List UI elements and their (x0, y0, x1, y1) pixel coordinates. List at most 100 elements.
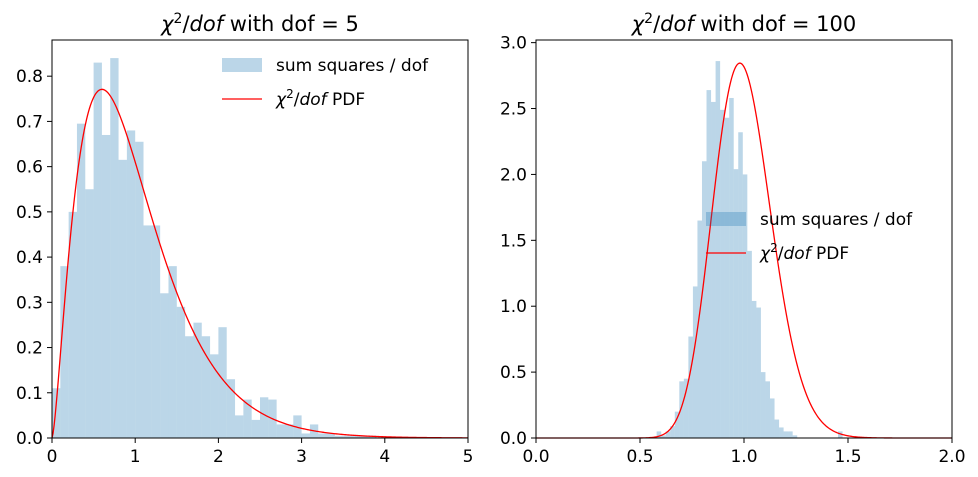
legend: sum squares / dof χ2/dof PDF (706, 210, 913, 264)
histogram-bar (168, 266, 177, 438)
histogram-bar (765, 381, 770, 438)
histogram-bar (715, 61, 721, 439)
y-tick-label: 1.5 (500, 231, 527, 251)
y-tick-label: 0.3 (16, 293, 43, 313)
histogram-bar (674, 411, 680, 438)
y-tick-label: 0.5 (500, 363, 527, 383)
histogram-bar (738, 132, 743, 439)
histogram-bar (343, 435, 352, 438)
histogram-bar (783, 431, 789, 438)
histogram-bar (176, 306, 186, 438)
y-tick-label: 1.0 (500, 297, 527, 317)
histogram-bar (151, 225, 161, 438)
legend-pdf-label: χ2/dof PDF (275, 87, 365, 110)
histogram-bar (101, 134, 111, 438)
histogram-bar (226, 379, 236, 438)
histogram-bar (301, 433, 310, 438)
histogram-bar (76, 123, 86, 438)
histogram-bar (747, 250, 752, 438)
legend: sum squares / dof χ2/dof PDF (222, 56, 429, 110)
histogram-bar (701, 161, 707, 438)
histogram-bar (260, 397, 269, 438)
histogram-bar (733, 169, 739, 438)
x-tick-label: 2 (213, 447, 224, 467)
histogram-bar (218, 327, 227, 438)
histogram-bar (185, 336, 194, 438)
histogram-bar (792, 435, 798, 438)
histogram-bar (683, 378, 689, 438)
histogram-bar (318, 433, 327, 438)
histogram-bar (760, 372, 766, 438)
histogram-bar (720, 109, 725, 438)
histogram-bar (679, 381, 684, 438)
histogram-bar (838, 431, 843, 438)
histogram-bar (688, 336, 693, 438)
y-tick-label: 0.5 (16, 203, 43, 223)
x-tick-label: 1.0 (730, 447, 757, 467)
histogram-bar (706, 90, 712, 438)
histogram-bar (661, 435, 666, 438)
histogram-bar (711, 101, 716, 438)
histogram-bar (788, 431, 793, 438)
histogram-bar (85, 189, 94, 438)
y-tick-label: 2.5 (500, 100, 527, 120)
x-tick-label: 4 (379, 447, 390, 467)
histogram-bar (52, 388, 61, 438)
x-tick-label: 0 (47, 447, 58, 467)
histogram-bar (692, 286, 698, 438)
histogram-bar (93, 62, 102, 438)
histogram-bar (60, 266, 69, 438)
histogram-bar (756, 307, 761, 438)
histogram-bar (774, 419, 780, 438)
histogram-bars (656, 61, 843, 439)
chart-panel-dof-5: 0 1 2 3 4 5 0.0 0.1 0.2 0.3 0.4 0.5 0.6 0.7 0.8 χ2/dof … (16, 11, 473, 467)
histogram-bar (670, 426, 675, 438)
histogram-bar (251, 419, 260, 438)
histogram-bar (697, 220, 702, 438)
axes-frame (51, 39, 469, 439)
x-tick-label: 1.5 (834, 447, 861, 467)
histogram-bars (52, 58, 377, 439)
histogram-bar (729, 97, 734, 438)
histogram-bar (68, 211, 77, 438)
y-tick-label: 0.8 (16, 67, 43, 87)
histogram-bar (742, 174, 748, 439)
y-tick-label: 2.0 (500, 165, 527, 185)
histogram-bar (284, 424, 294, 438)
histogram-bar (334, 435, 344, 438)
histogram-bar (118, 159, 127, 438)
histogram-bar (201, 336, 211, 438)
histogram-bar (326, 433, 335, 438)
y-tick-label: 0.6 (16, 158, 43, 178)
histogram-bar (276, 424, 285, 438)
x-tick-label: 5 (463, 447, 474, 467)
y-tick-label: 0.7 (16, 112, 43, 132)
histogram-bar (193, 322, 202, 438)
y-tick-label: 0.0 (16, 429, 43, 449)
histogram-bar (135, 141, 144, 439)
histogram-bar (665, 431, 671, 438)
x-tick-label: 0.0 (522, 447, 549, 467)
histogram-bar (110, 58, 119, 438)
histogram-bar (359, 435, 369, 438)
legend-hist-swatch (222, 58, 262, 72)
chart-title: χ2/dof with dof = 100 (631, 11, 857, 36)
y-tick-label: 0.4 (16, 248, 43, 268)
chart-title: χ2/dof with dof = 5 (160, 11, 359, 36)
x-tick-label: 2.0 (938, 447, 965, 467)
histogram-bar (724, 117, 730, 438)
histogram-bar (143, 225, 152, 438)
histogram-bar (160, 293, 169, 438)
x-tick-label: 0.5 (626, 447, 653, 467)
y-tick-label: 0.1 (16, 384, 43, 404)
histogram-bar (235, 415, 244, 438)
y-tick-label: 0.2 (16, 339, 43, 359)
histogram-bar (126, 130, 136, 439)
legend-hist-label: sum squares / dof (276, 56, 429, 76)
pdf-curve (51, 88, 468, 439)
histogram-bar (243, 399, 252, 438)
histogram-bar (779, 427, 784, 438)
legend-hist-label: sum squares / dof (760, 210, 913, 230)
y-tick-label: 3.0 (500, 34, 527, 54)
